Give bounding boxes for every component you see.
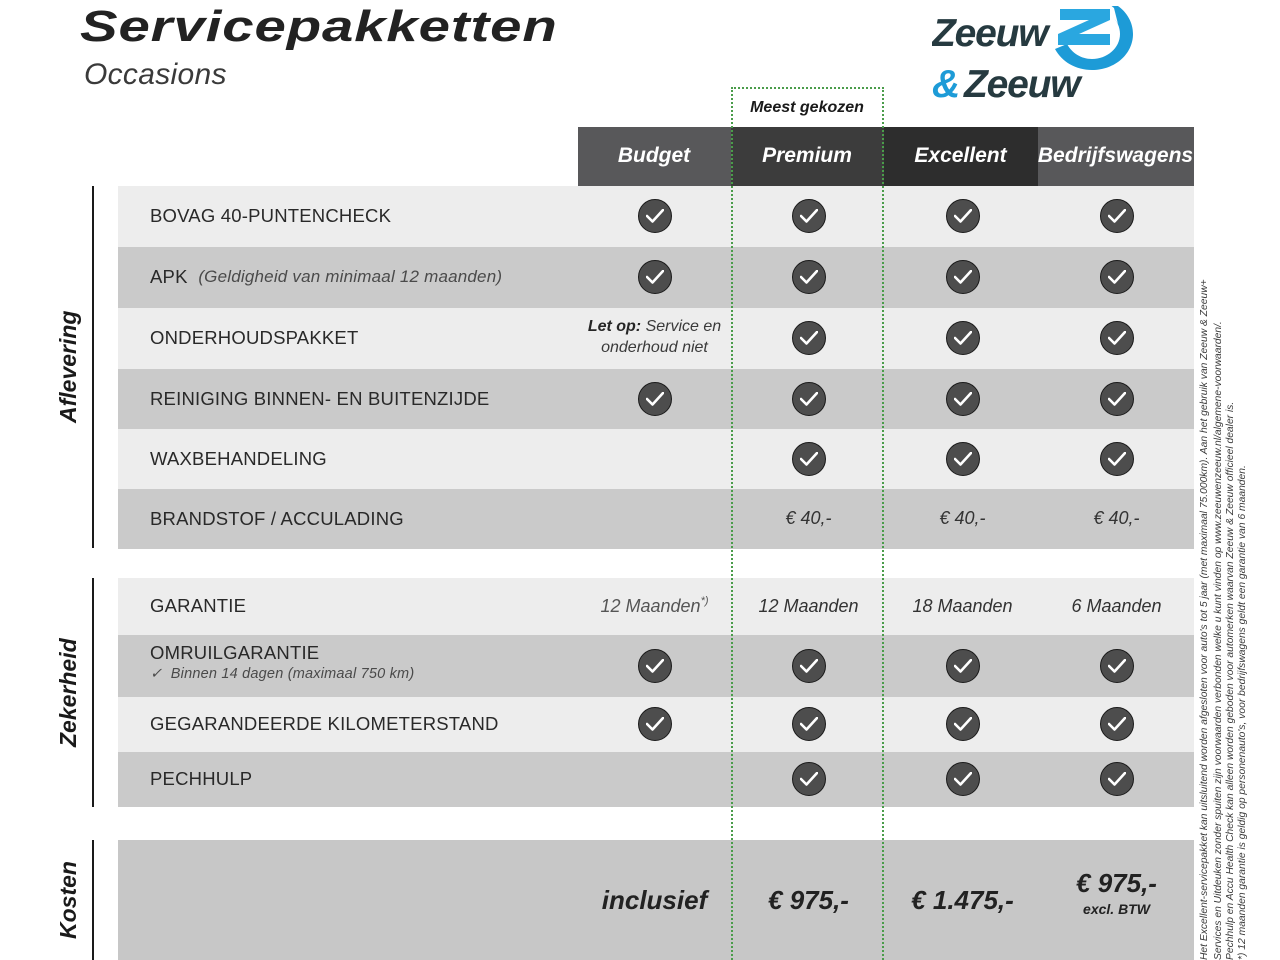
svg-text:&: &	[932, 63, 959, 106]
svg-text:Zeeuw: Zeeuw	[963, 63, 1083, 106]
svg-text:Zeeuw: Zeeuw	[932, 12, 1051, 55]
